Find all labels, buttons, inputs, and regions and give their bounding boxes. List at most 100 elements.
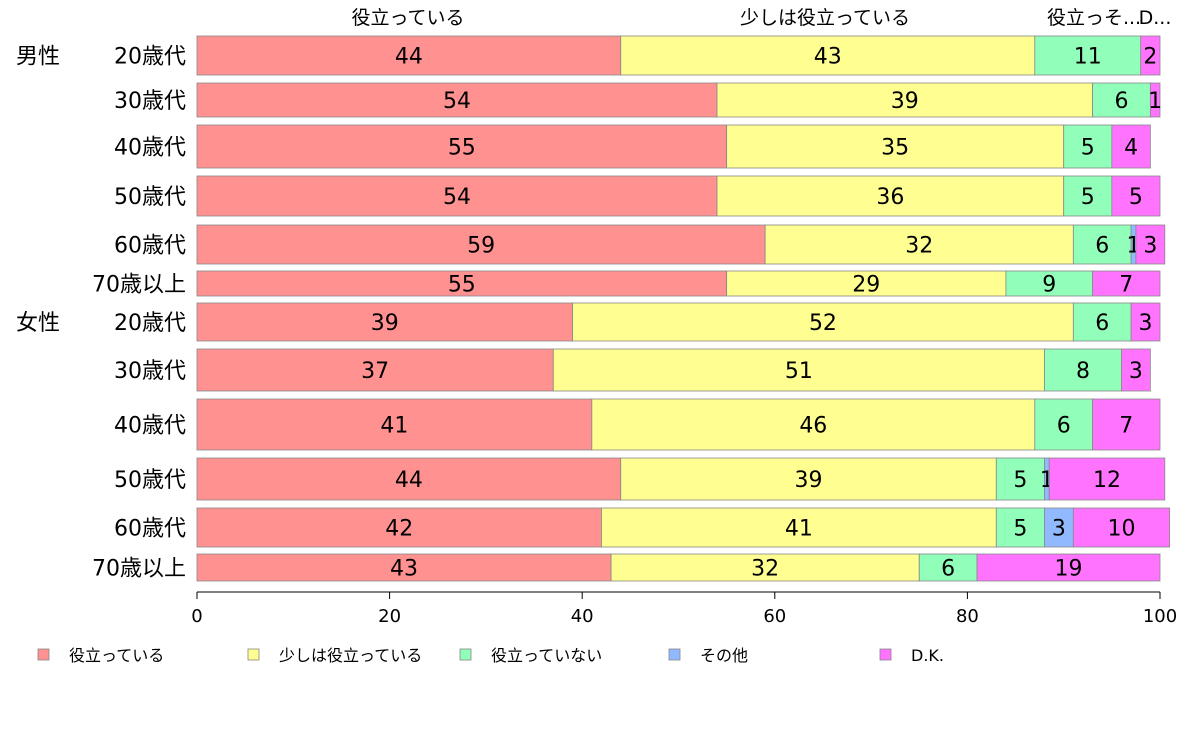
bar-segment	[716, 175, 1065, 217]
bar-segment	[764, 224, 1074, 265]
bar-segment	[1034, 398, 1093, 451]
top-column-label: 役立っそ...	[1047, 7, 1141, 29]
bar-segment	[620, 35, 1036, 76]
bar-segment	[196, 35, 622, 76]
legend-swatch	[459, 648, 472, 661]
data-label: 51	[785, 359, 813, 384]
data-label: 5	[1013, 517, 1027, 542]
data-label: 5	[1081, 136, 1095, 161]
data-label: 4	[1124, 136, 1138, 161]
data-label: 41	[380, 414, 408, 439]
bar-segment	[1130, 302, 1161, 342]
data-label: 44	[395, 468, 423, 493]
category-label: 70歳以上	[92, 273, 186, 298]
bar-segment	[1044, 507, 1074, 548]
data-label: 8	[1076, 359, 1090, 384]
x-tick-label: 0	[191, 606, 202, 627]
bar-segment	[1111, 175, 1161, 217]
bar-segment	[1044, 348, 1122, 392]
bar-segment	[196, 224, 766, 265]
bar-segment	[918, 553, 978, 582]
category-label: 30歳代	[114, 89, 186, 114]
bar-segment	[591, 398, 1036, 451]
data-label: 55	[448, 136, 476, 161]
bar-segment	[1063, 124, 1113, 169]
data-label: 5	[1013, 468, 1027, 493]
category-label: 40歳代	[114, 136, 186, 161]
data-label: 9	[1042, 273, 1056, 298]
bar-segment	[196, 175, 718, 217]
bar-segment	[976, 553, 1161, 582]
data-label: 3	[1129, 359, 1143, 384]
bar-segment	[726, 270, 1007, 297]
category-label: 20歳代	[114, 45, 186, 70]
bar-segment	[995, 457, 1045, 501]
x-tick-label: 100	[1143, 606, 1177, 627]
top-column-label: D...	[1139, 7, 1172, 29]
data-label: 2	[1143, 45, 1157, 70]
category-label: 50歳代	[114, 468, 186, 493]
data-label: 35	[881, 136, 909, 161]
data-label: 7	[1119, 273, 1133, 298]
top-column-label: 少しは役立っている	[740, 7, 910, 29]
bar-segment	[1092, 398, 1161, 451]
bar-segment	[1092, 82, 1151, 118]
bar-segment	[196, 302, 573, 342]
data-label: 5	[1129, 185, 1143, 210]
data-label: 3	[1143, 234, 1157, 259]
data-label: 6	[1057, 414, 1071, 439]
data-label: 12	[1093, 468, 1121, 493]
category-label: 60歳代	[114, 517, 186, 542]
bar-segment	[995, 507, 1045, 548]
data-label: 54	[443, 185, 471, 210]
data-label: 6	[1095, 234, 1109, 259]
data-label: 42	[385, 517, 413, 542]
bar-segment	[1121, 348, 1151, 392]
legend-swatch	[247, 648, 260, 661]
bar-segment	[726, 124, 1065, 169]
bar-segment	[1092, 270, 1161, 297]
data-label: 37	[361, 359, 389, 384]
data-label: 29	[852, 273, 880, 298]
data-label: 36	[876, 185, 904, 210]
data-label: 41	[785, 517, 813, 542]
data-label: 52	[809, 311, 837, 336]
bar-segment	[196, 507, 602, 548]
bar-segment	[196, 398, 593, 451]
bar-segment	[196, 270, 728, 297]
bar-segment	[196, 82, 718, 118]
legend-label: D.K.	[911, 646, 944, 665]
legend-swatch	[879, 648, 892, 661]
category-label: 30歳代	[114, 359, 186, 384]
data-label: 59	[467, 234, 495, 259]
data-label: 39	[795, 468, 823, 493]
category-label: 50歳代	[114, 185, 186, 210]
legend-swatch	[37, 648, 50, 661]
data-label: 10	[1107, 517, 1135, 542]
legend-label: 役立っている	[69, 646, 164, 665]
data-label: 54	[443, 89, 471, 114]
data-label: 43	[814, 45, 842, 70]
x-tick-label: 40	[571, 606, 594, 627]
data-label: 6	[1095, 311, 1109, 336]
data-label: 6	[1114, 89, 1128, 114]
data-label: 55	[448, 273, 476, 298]
category-label: 20歳代	[114, 311, 186, 336]
category-label: 60歳代	[114, 234, 186, 259]
data-label: 6	[941, 557, 955, 582]
category-label: 40歳代	[114, 414, 186, 439]
data-label: 1	[1148, 89, 1162, 114]
data-label: 3	[1139, 311, 1153, 336]
data-label: 46	[799, 414, 827, 439]
category-label: 70歳以上	[92, 557, 186, 582]
legend-swatch	[668, 648, 681, 661]
data-label: 19	[1055, 557, 1083, 582]
bar-segment	[1072, 224, 1132, 265]
bar-segment	[572, 302, 1074, 342]
data-label: 32	[905, 234, 933, 259]
bar-segment	[196, 124, 728, 169]
bar-segment	[716, 82, 1093, 118]
bar-segment	[1048, 457, 1166, 501]
top-column-label: 役立っている	[351, 7, 464, 29]
